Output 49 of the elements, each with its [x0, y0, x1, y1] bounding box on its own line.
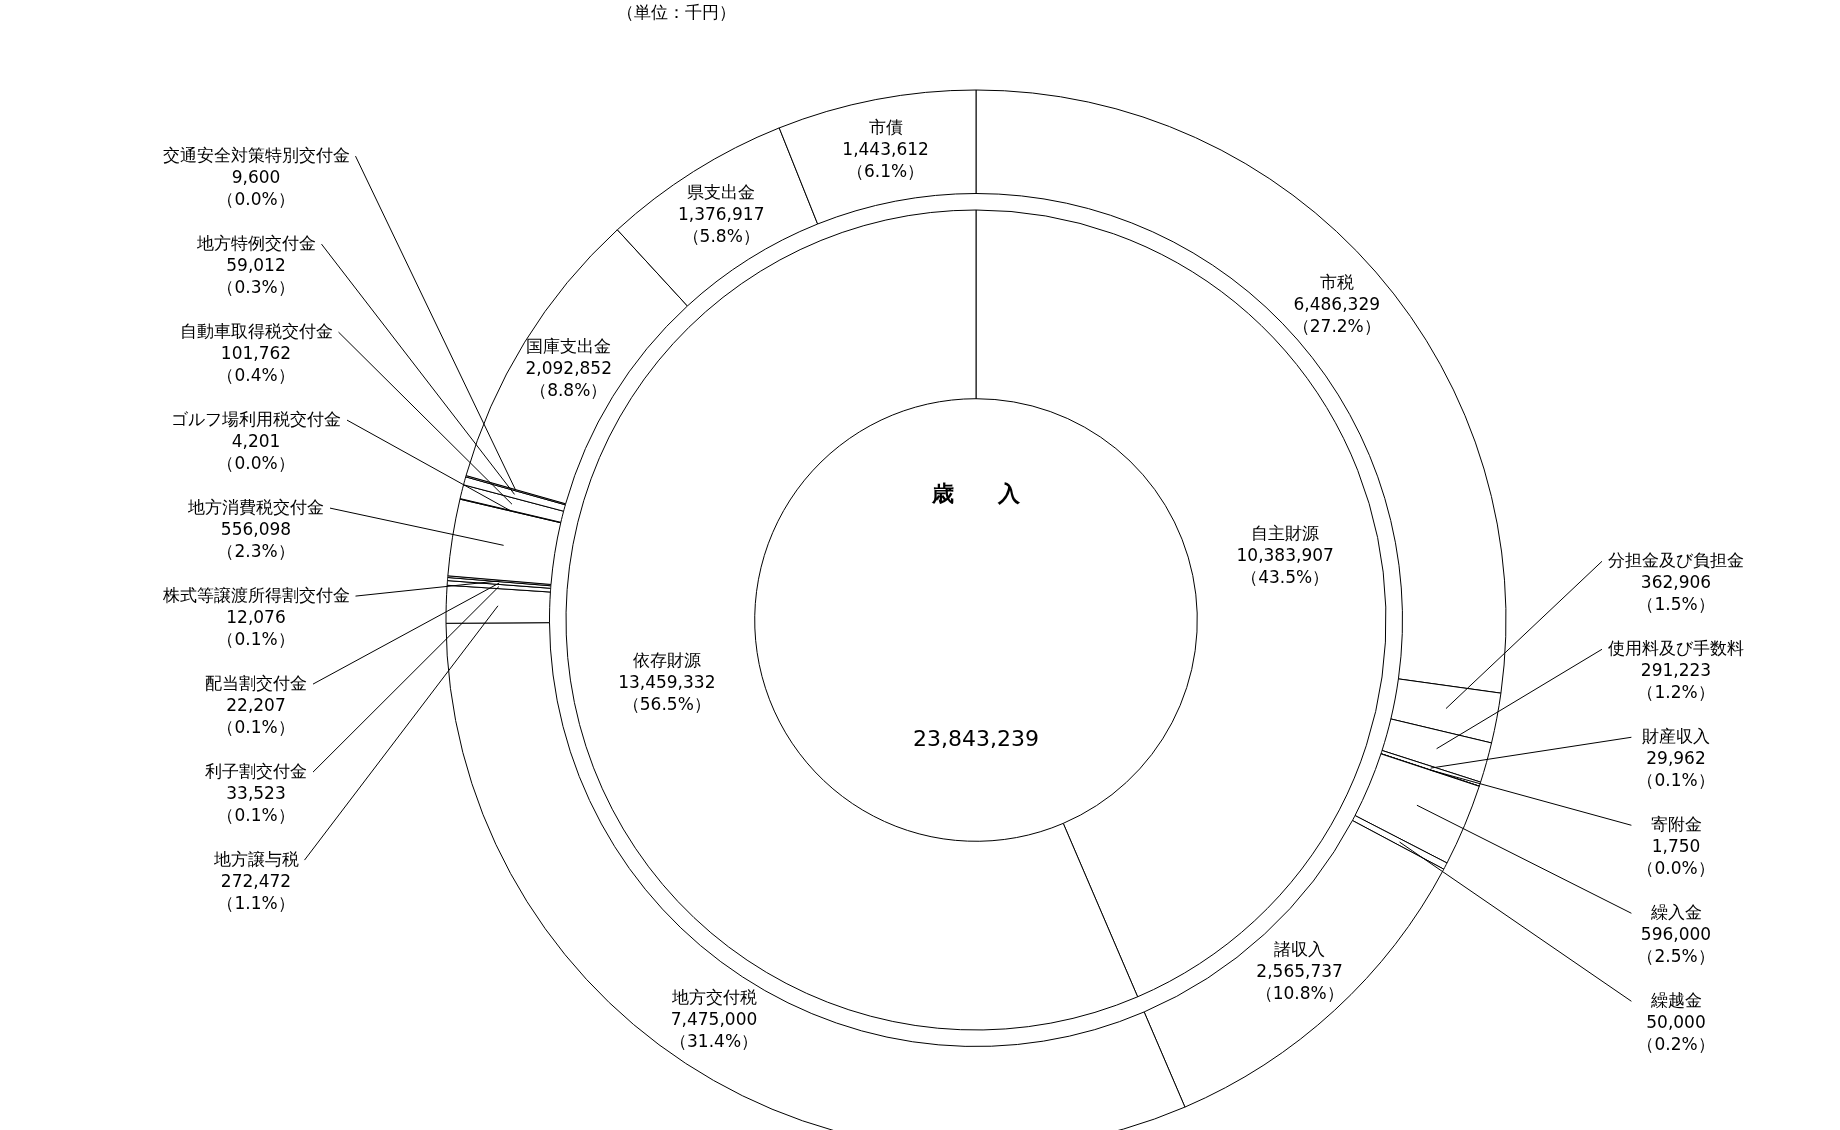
- slice-label: 地方特例交付金: [195, 232, 316, 253]
- data-label: 33,523 （0.1%）: [217, 782, 295, 825]
- slice-label: 株式等譲渡所得割交付金: [161, 584, 350, 605]
- slice-label: 分担金及び負担金: [1608, 549, 1744, 570]
- slice-label: 国庫支出金: [526, 335, 612, 356]
- data-label: 29,962 （0.1%）: [1637, 747, 1715, 790]
- data-label: 10,383,907 （43.5%）: [1236, 544, 1334, 587]
- slice-label: 市債: [868, 116, 903, 137]
- slice-label: 自主財源: [1251, 522, 1320, 543]
- slice-label: 繰越金: [1649, 989, 1702, 1010]
- slice-label: 県支出金: [687, 181, 756, 202]
- slice-label: 地方交付税: [670, 986, 757, 1007]
- data-label: 4,201 （0.0%）: [217, 430, 295, 473]
- slice-label: 依存財源: [632, 649, 701, 670]
- slice-label: 市税: [1319, 272, 1354, 293]
- text: 23,843,239: [913, 725, 1039, 751]
- data-label: 22,207 （0.1%）: [217, 694, 295, 737]
- data-label: 7,475,000 （31.4%）: [670, 1008, 759, 1051]
- data-label: 50,000 （0.2%）: [1637, 1011, 1715, 1054]
- data-label: 1,376,917 （5.8%）: [677, 203, 765, 246]
- slice-label: 諸収入: [1274, 938, 1326, 959]
- slice-label: 利子割交付金: [205, 760, 307, 781]
- data-label: 272,472 （1.1%）: [217, 870, 295, 913]
- slice-label: 寄附金: [1650, 813, 1702, 834]
- data-label: 9,600 （0.0%）: [217, 166, 295, 209]
- data-label: 6,486,329 （27.2%）: [1292, 294, 1381, 337]
- data-label: 1,750 （0.0%）: [1637, 835, 1715, 878]
- slice-label: 繰入金: [1649, 901, 1702, 922]
- data-label: 101,762 （0.4%）: [217, 342, 295, 385]
- slice-label: 財産収入: [1642, 725, 1710, 746]
- data-label: 13,459,332 （56.5%）: [618, 671, 716, 714]
- slice-label: 使用料及び手数料: [1608, 637, 1744, 658]
- slice-label: 自動車取得税交付金: [179, 320, 333, 341]
- slice-label: 地方譲与税: [212, 848, 299, 869]
- data-label: 291,223 （1.2%）: [1637, 659, 1715, 702]
- data-label: 556,098 （2.3%）: [217, 518, 295, 561]
- data-label: 362,906 （1.5%）: [1637, 571, 1715, 614]
- slice-label: ゴルフ場利用税交付金: [171, 408, 341, 429]
- slice-label: 配当割交付金: [205, 672, 307, 693]
- data-label: 12,076 （0.1%）: [217, 606, 295, 649]
- slice-label: 地方消費税交付金: [187, 496, 324, 517]
- data-label: 596,000 （2.5%）: [1637, 923, 1715, 966]
- data-label: 2,092,852 （8.8%）: [525, 357, 612, 400]
- data-label: 1,443,612 （6.1%）: [842, 138, 929, 181]
- data-label: 2,565,737 （10.8%）: [1255, 960, 1344, 1003]
- text: 歳 入: [931, 480, 1021, 506]
- data-label: 59,012 （0.3%）: [217, 254, 295, 297]
- slice-label: 交通安全対策特別交付金: [162, 144, 350, 165]
- text: （単位：千円）: [616, 2, 736, 23]
